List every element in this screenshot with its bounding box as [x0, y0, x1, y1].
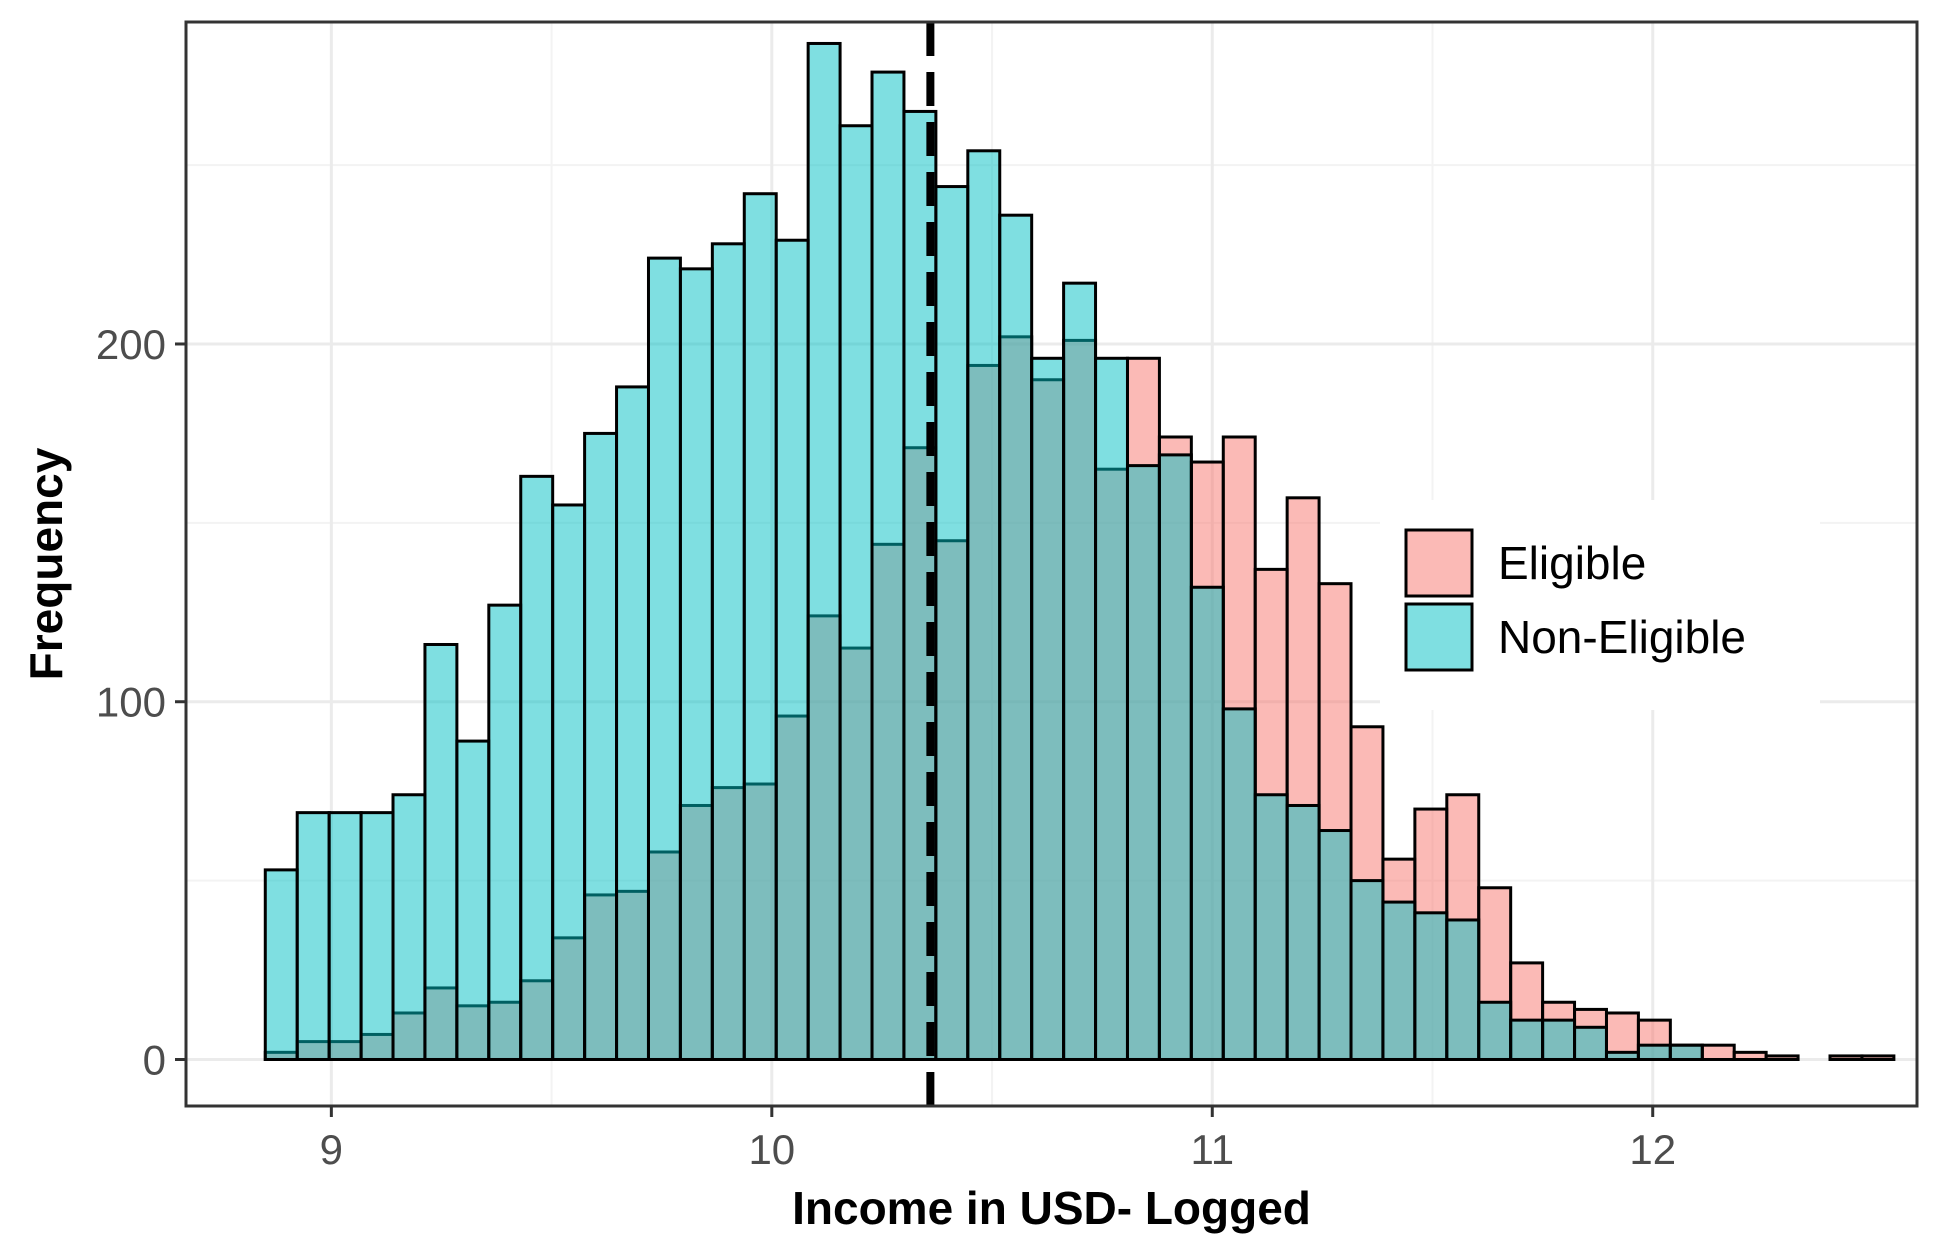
- x-tick-label: 11: [1190, 1126, 1234, 1173]
- histogram-bar: [1094, 356, 1129, 1061]
- histogram-bar: [1253, 793, 1289, 1061]
- histogram-bar: [1317, 829, 1353, 1061]
- histogram-bar: [487, 603, 523, 1061]
- histogram-bar: [1764, 1054, 1800, 1061]
- histogram-bar: [966, 149, 1002, 1061]
- histogram-bar: [870, 70, 906, 1061]
- histogram-bar: [1828, 1054, 1864, 1061]
- histogram-bar: [615, 385, 650, 1061]
- histogram-bar: [1604, 1050, 1640, 1061]
- histogram-bar: [295, 811, 331, 1061]
- histogram-bar: [1541, 1018, 1577, 1061]
- y-tick-label: 0: [143, 1036, 166, 1083]
- histogram-bar: [455, 739, 491, 1061]
- histogram-bar: [519, 474, 555, 1061]
- histogram-bar: [1509, 1018, 1545, 1061]
- histogram-bar: [391, 793, 427, 1061]
- histogram-bar: [1189, 585, 1225, 1061]
- non-eligible-bars: [263, 41, 1704, 1061]
- y-tick-label: 200: [96, 321, 166, 368]
- histogram-bar: [1381, 900, 1417, 1061]
- histogram-bar: [1573, 1025, 1608, 1061]
- histogram-bar: [263, 868, 299, 1061]
- histogram-bar: [423, 642, 459, 1061]
- histogram-bar: [1125, 464, 1161, 1061]
- histogram-bar: [1349, 879, 1385, 1061]
- x-axis-title: Income in USD- Logged: [792, 1182, 1311, 1234]
- histogram-bar: [774, 238, 810, 1061]
- panel-border: [184, 20, 1919, 1108]
- histogram-bar: [1285, 803, 1321, 1061]
- x-tick-label: 9: [320, 1126, 343, 1173]
- histogram-bar: [1413, 911, 1449, 1061]
- histogram-bar: [1062, 281, 1098, 1061]
- histogram-bar: [1030, 356, 1066, 1061]
- histogram-bar: [327, 811, 363, 1061]
- histogram-bar: [1636, 1043, 1672, 1061]
- legend-label-eligible: Eligible: [1498, 537, 1646, 589]
- y-axis-title: Frequency: [20, 447, 72, 680]
- histogram-bar: [710, 242, 746, 1061]
- axis-ticks: 9 10 11 12 0 100 200: [96, 321, 1676, 1173]
- x-tick-label: 12: [1629, 1126, 1676, 1173]
- legend-key-eligible: [1404, 528, 1474, 598]
- histogram-bar: [1860, 1054, 1896, 1061]
- histogram-bar: [583, 431, 619, 1061]
- histogram-bar: [1477, 1000, 1513, 1061]
- histogram-bar: [1700, 1043, 1736, 1061]
- histogram-bar: [1221, 707, 1257, 1061]
- histogram-bar: [838, 124, 874, 1061]
- x-tick-label: 10: [748, 1126, 795, 1173]
- histogram-bar: [742, 192, 778, 1061]
- histogram-bar: [998, 213, 1034, 1061]
- histogram-bar: [1732, 1050, 1768, 1061]
- legend-label-non-eligible: Non-Eligible: [1498, 611, 1746, 663]
- legend: Eligible Non-Eligible: [1380, 500, 1820, 710]
- y-tick-label: 100: [96, 679, 166, 726]
- histogram-bar: [1668, 1043, 1704, 1061]
- histogram-bar: [551, 503, 587, 1061]
- histogram-bar: [646, 256, 682, 1061]
- histogram-bar: [934, 185, 970, 1061]
- histogram-bar: [359, 811, 395, 1061]
- legend-key-non-eligible: [1404, 602, 1474, 672]
- histogram-bar: [1445, 918, 1481, 1061]
- histogram-bar: [1157, 453, 1193, 1061]
- histogram-bar: [806, 41, 842, 1061]
- histogram-bar: [678, 267, 714, 1061]
